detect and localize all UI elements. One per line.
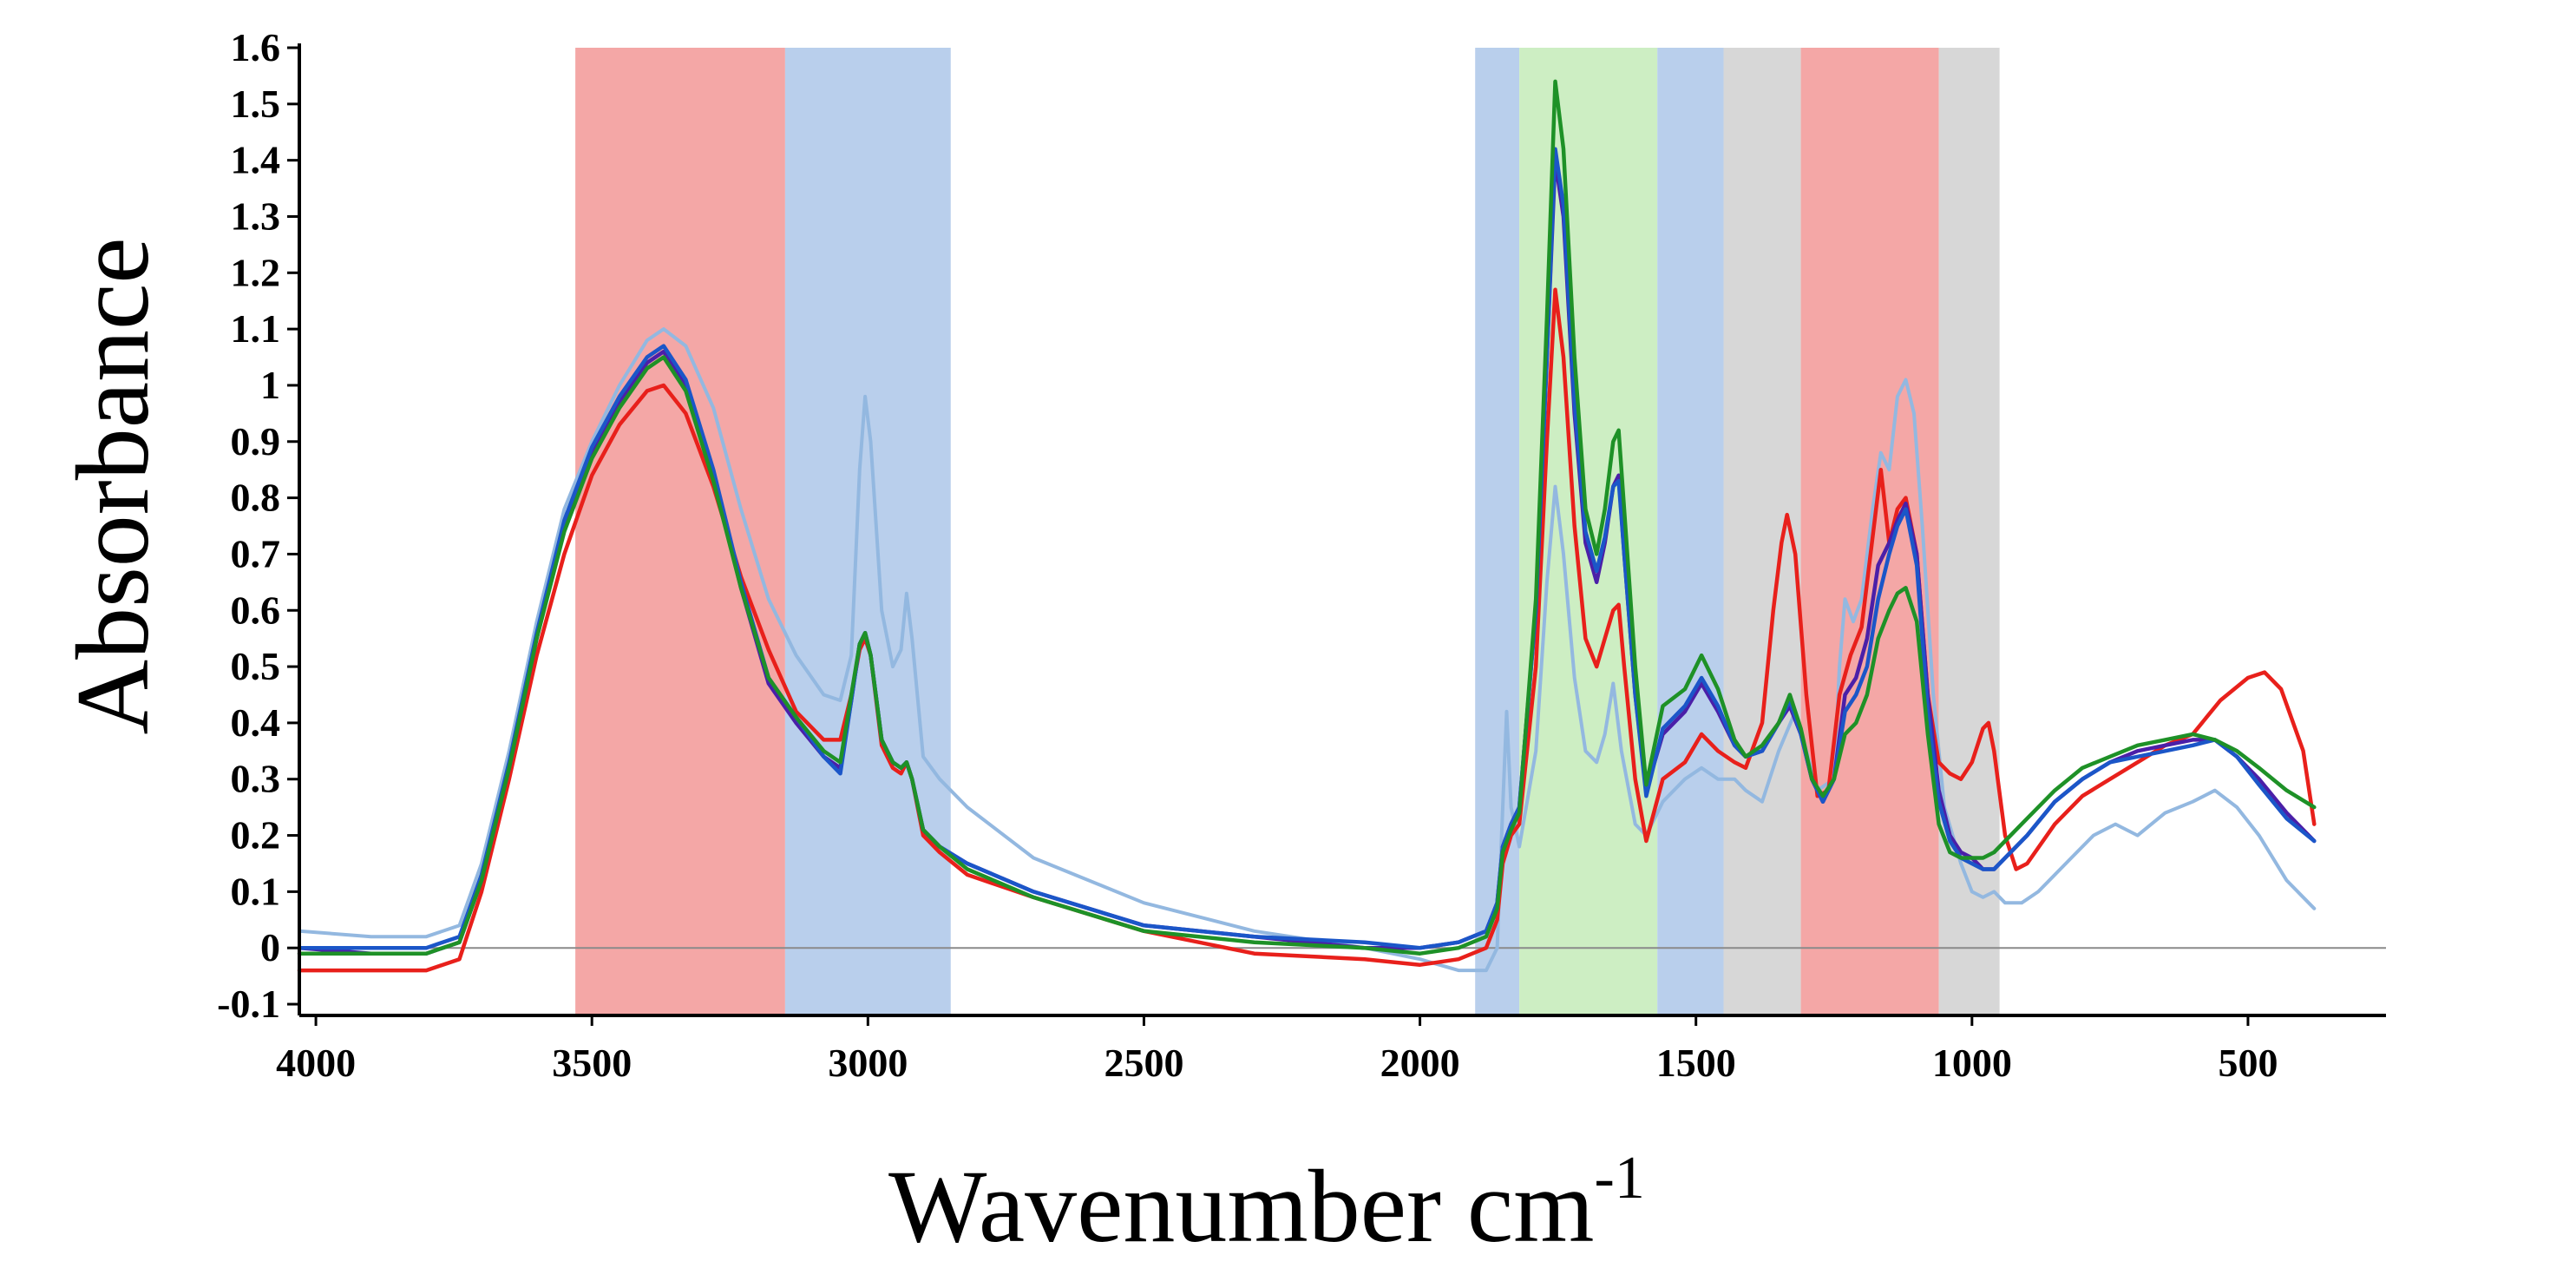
series-light-blue <box>298 327 2317 973</box>
y-tick-label-14: 0.2 <box>231 813 281 857</box>
x-axis-title: Wavenumber cm-1 <box>888 1145 1645 1264</box>
y-tick-label-1: 1.5 <box>231 82 281 126</box>
axes <box>298 43 2386 1017</box>
x-axis-title-text: Wavenumber cm <box>888 1148 1594 1264</box>
y-tick-label-11: 0.5 <box>231 644 281 688</box>
y-tick-label-7: 0.9 <box>231 419 281 463</box>
band-0 <box>575 48 785 1015</box>
y-tick-label-5: 1.1 <box>231 306 281 351</box>
series-red <box>297 287 2317 973</box>
y-ticks: 1.6 1.5 1.4 1.3 1.2 1.1 1 0.9 0.8 0.7 0.6 0.5 0.4 0.3… <box>217 25 299 1026</box>
highlight-bands <box>575 48 2000 1015</box>
series-green <box>297 79 2317 956</box>
band-2 <box>1475 48 1520 1015</box>
x-tick-label-6: 1000 <box>1932 1041 2012 1085</box>
x-axis-title-superscript: -1 <box>1595 1145 1645 1212</box>
y-tick-label-13: 0.3 <box>231 757 281 801</box>
y-tick-label-8: 0.8 <box>231 476 281 520</box>
x-tick-label-0: 4000 <box>276 1041 356 1085</box>
band-5 <box>1723 48 1801 1015</box>
y-tick-label-2: 1.4 <box>231 138 281 182</box>
series-lines <box>297 79 2317 973</box>
band-1 <box>784 48 951 1015</box>
x-tick-label-4: 2000 <box>1380 1041 1460 1085</box>
y-tick-label-0: 1.6 <box>231 25 281 69</box>
x-tick-label-7: 500 <box>2218 1041 2278 1085</box>
y-tick-label-4: 1.2 <box>231 250 281 294</box>
y-tick-label-6: 1 <box>260 363 280 407</box>
y-tick-label-12: 0.4 <box>231 700 281 745</box>
x-tick-label-2: 3000 <box>828 1041 908 1085</box>
y-tick-label-15: 0.1 <box>231 869 281 913</box>
y-tick-label-3: 1.3 <box>231 194 281 238</box>
y-axis-title: Absorbance <box>55 237 170 734</box>
y-tick-label-10: 0.6 <box>231 588 281 632</box>
band-4 <box>1657 48 1724 1015</box>
x-tick-label-3: 2500 <box>1104 1041 1183 1085</box>
series-purple <box>297 158 2317 956</box>
x-ticks: 4000 3500 3000 2500 2000 1500 1000 500 <box>276 1015 2278 1085</box>
y-tick-label-9: 0.7 <box>231 531 281 575</box>
y-tick-label-17: -0.1 <box>217 982 280 1026</box>
x-tick-label-1: 3500 <box>552 1041 632 1085</box>
y-tick-label-16: 0 <box>260 925 280 969</box>
x-tick-label-5: 1500 <box>1656 1041 1736 1085</box>
